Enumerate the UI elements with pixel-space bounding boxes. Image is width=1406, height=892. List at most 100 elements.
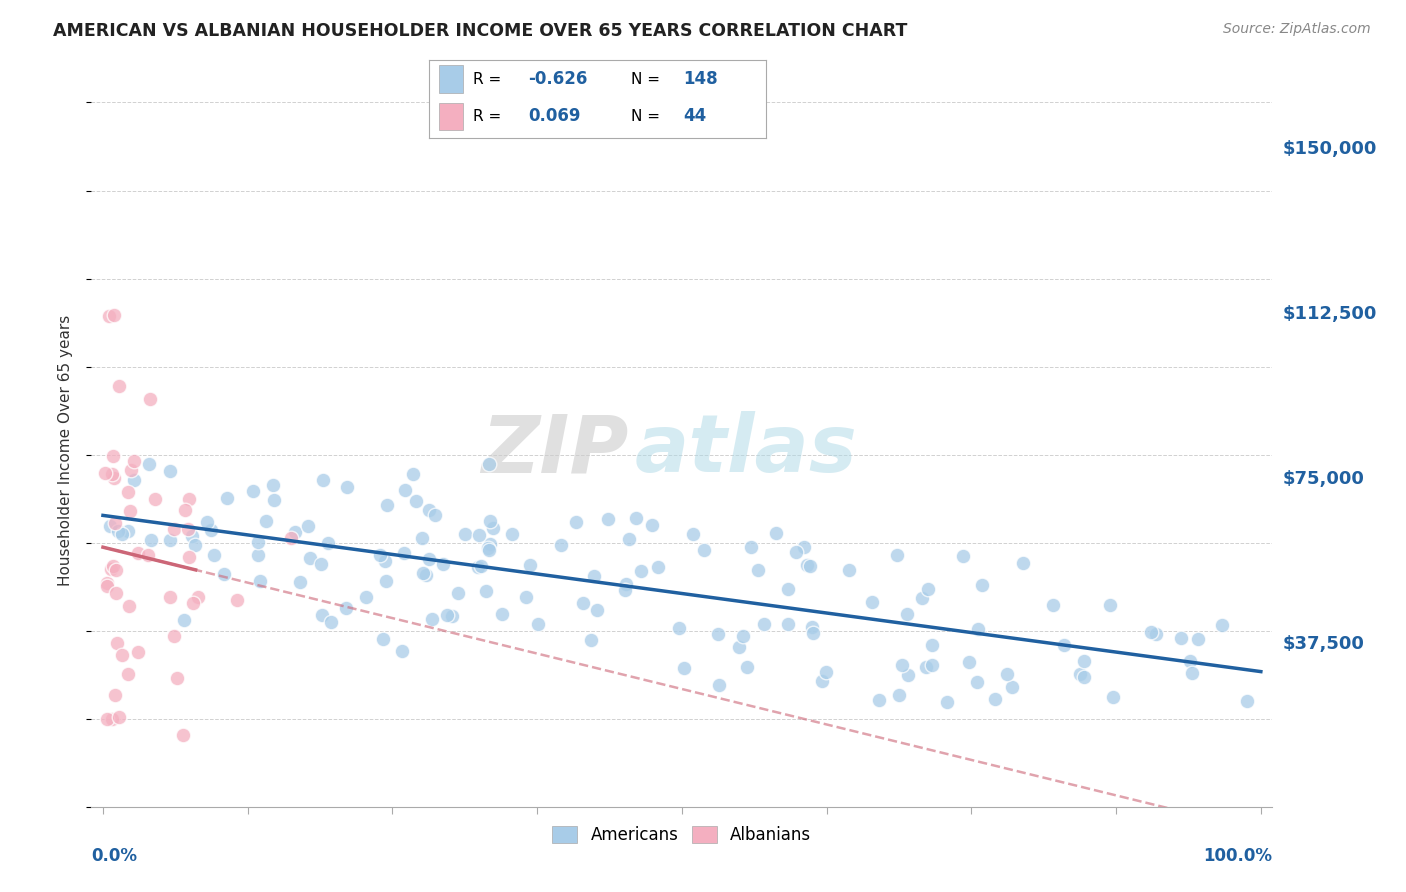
Point bbox=[166, 671, 188, 685]
Bar bbox=[439, 103, 463, 130]
Point bbox=[1211, 617, 1233, 632]
Point bbox=[118, 504, 141, 518]
Point bbox=[284, 525, 307, 540]
Text: 0.069: 0.069 bbox=[529, 107, 581, 125]
Point bbox=[177, 522, 200, 536]
Point bbox=[96, 579, 118, 593]
Point bbox=[477, 541, 499, 555]
Point bbox=[263, 492, 285, 507]
Point bbox=[111, 648, 134, 662]
Point bbox=[890, 658, 912, 673]
Point bbox=[374, 554, 396, 568]
Point bbox=[111, 527, 134, 541]
Point bbox=[375, 498, 398, 512]
Point bbox=[1069, 667, 1091, 681]
Point bbox=[778, 582, 800, 597]
Point bbox=[418, 552, 440, 566]
Point bbox=[104, 586, 127, 600]
Point bbox=[467, 528, 489, 542]
Point bbox=[917, 582, 939, 597]
Legend: Americans, Albanians: Americans, Albanians bbox=[544, 818, 820, 853]
Point bbox=[707, 678, 730, 692]
Point bbox=[319, 615, 342, 629]
Point bbox=[613, 583, 636, 598]
Point bbox=[765, 525, 787, 540]
Point bbox=[368, 548, 391, 562]
Point bbox=[411, 531, 433, 545]
Point bbox=[101, 467, 124, 481]
Point bbox=[935, 695, 957, 709]
Point bbox=[799, 558, 821, 573]
Point bbox=[1139, 625, 1161, 640]
Text: atlas: atlas bbox=[634, 411, 858, 490]
Point bbox=[402, 467, 425, 481]
Point bbox=[586, 603, 609, 617]
Point bbox=[107, 524, 129, 539]
Point bbox=[647, 559, 669, 574]
Point bbox=[801, 626, 824, 640]
Point bbox=[911, 591, 934, 605]
Point bbox=[412, 566, 434, 580]
Point bbox=[582, 568, 605, 582]
Point bbox=[921, 658, 943, 673]
Text: 100.0%: 100.0% bbox=[1204, 847, 1272, 864]
Point bbox=[394, 483, 416, 498]
Point bbox=[1001, 680, 1024, 694]
Point bbox=[740, 540, 762, 554]
Point bbox=[93, 467, 115, 481]
Point bbox=[246, 548, 269, 562]
Point bbox=[432, 558, 454, 572]
Point bbox=[100, 562, 122, 576]
Point bbox=[515, 590, 537, 604]
Text: 148: 148 bbox=[683, 70, 718, 88]
Text: AMERICAN VS ALBANIAN HOUSEHOLDER INCOME OVER 65 YEARS CORRELATION CHART: AMERICAN VS ALBANIAN HOUSEHOLDER INCOME … bbox=[53, 22, 908, 40]
Point bbox=[436, 608, 458, 623]
Point bbox=[440, 609, 463, 624]
Point bbox=[735, 660, 758, 674]
Point bbox=[356, 590, 378, 604]
Point bbox=[311, 608, 333, 623]
Point bbox=[752, 617, 775, 632]
Point bbox=[139, 533, 162, 548]
Point bbox=[1042, 599, 1064, 613]
Point bbox=[1236, 694, 1258, 708]
Point bbox=[747, 563, 769, 577]
Point bbox=[246, 534, 269, 549]
Point bbox=[491, 607, 513, 621]
Point bbox=[159, 533, 181, 548]
Point bbox=[420, 612, 443, 626]
Point bbox=[96, 712, 118, 726]
Point bbox=[967, 622, 990, 636]
Point bbox=[139, 392, 162, 406]
Point bbox=[550, 538, 572, 552]
Point bbox=[249, 574, 271, 588]
Point bbox=[776, 617, 799, 632]
Point bbox=[217, 491, 239, 505]
Point bbox=[641, 518, 664, 533]
Point bbox=[226, 592, 249, 607]
Point bbox=[1073, 670, 1095, 684]
Point bbox=[318, 536, 340, 550]
Point bbox=[482, 521, 505, 535]
Point bbox=[447, 586, 470, 600]
Point bbox=[262, 477, 284, 491]
Point bbox=[418, 503, 440, 517]
Point bbox=[470, 559, 492, 574]
Point bbox=[995, 667, 1018, 681]
Point bbox=[101, 449, 124, 463]
Point bbox=[181, 529, 204, 543]
Point bbox=[966, 675, 988, 690]
Text: R =: R = bbox=[472, 109, 506, 124]
Point bbox=[1073, 654, 1095, 668]
Text: N =: N = bbox=[631, 109, 665, 124]
Point bbox=[478, 543, 501, 558]
Point bbox=[298, 551, 321, 566]
Text: -0.626: -0.626 bbox=[529, 70, 588, 88]
Point bbox=[897, 668, 920, 682]
Point bbox=[103, 308, 125, 322]
Point bbox=[312, 473, 335, 487]
Point bbox=[405, 494, 427, 508]
Point bbox=[1178, 654, 1201, 668]
Point bbox=[887, 688, 910, 702]
Point bbox=[479, 537, 502, 551]
